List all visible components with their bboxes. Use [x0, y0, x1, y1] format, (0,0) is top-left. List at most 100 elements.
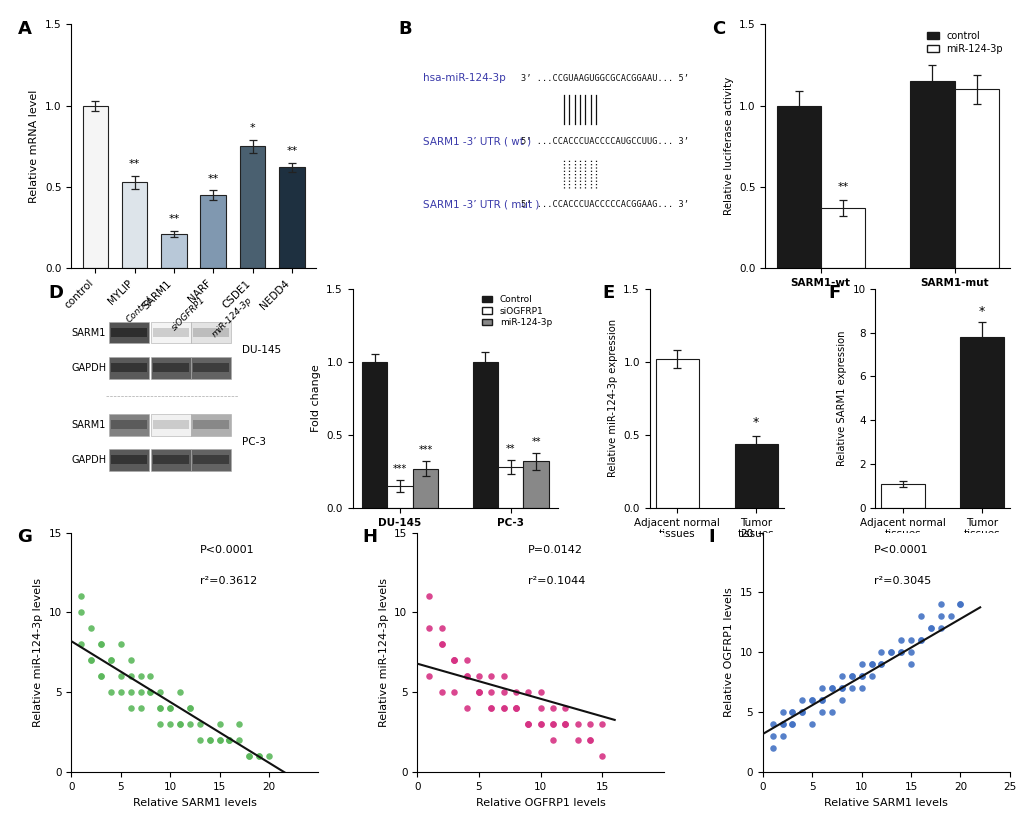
Point — [93, 638, 109, 651]
Point — [142, 686, 158, 699]
Point — [833, 682, 849, 695]
Point — [162, 702, 178, 715]
Y-axis label: Relative mRNA level: Relative mRNA level — [30, 89, 40, 203]
Y-axis label: Relative miR-124-3p levels: Relative miR-124-3p levels — [378, 578, 388, 727]
Point — [922, 622, 938, 635]
Point — [784, 718, 800, 731]
Point — [142, 670, 158, 683]
Point — [892, 646, 908, 659]
Point — [784, 706, 800, 719]
Point — [162, 718, 178, 731]
Point — [221, 734, 237, 747]
Point — [152, 702, 168, 715]
Point — [152, 718, 168, 731]
Y-axis label: Relative luciferase activity: Relative luciferase activity — [722, 77, 733, 215]
Point — [433, 686, 449, 699]
Text: P=0.0142: P=0.0142 — [528, 545, 583, 554]
Point — [556, 702, 573, 715]
Point — [556, 718, 573, 731]
Text: *: * — [752, 416, 758, 429]
Point — [433, 638, 449, 651]
Point — [93, 638, 109, 651]
Point — [93, 670, 109, 683]
Point — [251, 750, 267, 763]
Point — [882, 646, 899, 659]
Bar — [109, 414, 149, 436]
Bar — [153, 455, 189, 464]
Point — [594, 718, 610, 731]
Point — [594, 750, 610, 763]
Point — [483, 702, 499, 715]
Point — [862, 658, 878, 671]
Text: **: ** — [286, 146, 298, 156]
Text: **: ** — [505, 444, 515, 454]
Point — [445, 654, 462, 667]
Point — [532, 718, 548, 731]
Point — [833, 682, 849, 695]
Text: GAPDH: GAPDH — [71, 454, 106, 465]
Point — [458, 654, 474, 667]
Text: D: D — [49, 285, 63, 302]
Point — [172, 718, 189, 731]
Point — [73, 590, 90, 603]
Bar — [191, 321, 230, 343]
Point — [73, 606, 90, 619]
Point — [773, 718, 790, 731]
Point — [103, 654, 119, 667]
Point — [556, 718, 573, 731]
Point — [794, 694, 810, 707]
Point — [470, 686, 486, 699]
Point — [132, 670, 149, 683]
Point — [495, 686, 512, 699]
Point — [433, 622, 449, 635]
Text: P<0.0001: P<0.0001 — [873, 545, 927, 554]
Point — [421, 670, 437, 683]
Point — [458, 670, 474, 683]
Point — [902, 658, 918, 671]
Point — [152, 702, 168, 715]
Text: DU-145: DU-145 — [242, 345, 281, 355]
Bar — [734, 444, 777, 508]
Bar — [880, 484, 924, 508]
Point — [784, 706, 800, 719]
Point — [843, 682, 859, 695]
Text: r²=0.1044: r²=0.1044 — [528, 576, 585, 585]
Point — [544, 702, 560, 715]
Text: 3’ ...CCGUAAGUGGCGCACGGAAU... 5’: 3’ ...CCGUAAGUGGCGCACGGAAU... 5’ — [521, 73, 689, 83]
Bar — [413, 468, 438, 508]
Point — [507, 702, 524, 715]
Point — [581, 734, 597, 747]
Y-axis label: Fold change: Fold change — [311, 364, 320, 433]
Bar — [109, 321, 149, 343]
Point — [931, 622, 948, 635]
Text: **: ** — [128, 159, 140, 169]
Point — [532, 718, 548, 731]
Point — [181, 702, 198, 715]
Point — [813, 706, 829, 719]
Point — [912, 634, 928, 647]
Point — [952, 598, 968, 611]
Point — [942, 610, 958, 623]
Point — [445, 654, 462, 667]
Text: 5’ ...CCACCCUACCCCCACGGAAG... 3’: 5’ ...CCACCCUACCCCCACGGAAG... 3’ — [521, 200, 689, 210]
Bar — [954, 89, 998, 268]
Text: C: C — [711, 20, 725, 37]
Point — [73, 638, 90, 651]
Text: B: B — [398, 20, 412, 37]
Legend: Control, siOGFRP1, miR-124-3p: Control, siOGFRP1, miR-124-3p — [479, 293, 553, 329]
Point — [211, 734, 227, 747]
Text: 5’ ...CCACCCUACCCCAUGCCUUG... 3’: 5’ ...CCACCCUACCCCAUGCCUUG... 3’ — [521, 137, 689, 146]
Text: SARM1: SARM1 — [71, 328, 106, 337]
Point — [764, 718, 781, 731]
Point — [142, 686, 158, 699]
Text: GAPDH: GAPDH — [71, 363, 106, 372]
Text: **: ** — [531, 437, 540, 446]
Point — [872, 646, 889, 659]
Point — [122, 670, 139, 683]
Point — [172, 686, 189, 699]
Point — [231, 734, 248, 747]
Point — [112, 638, 128, 651]
Point — [843, 670, 859, 683]
Bar — [775, 106, 820, 268]
Text: **: ** — [208, 174, 219, 184]
